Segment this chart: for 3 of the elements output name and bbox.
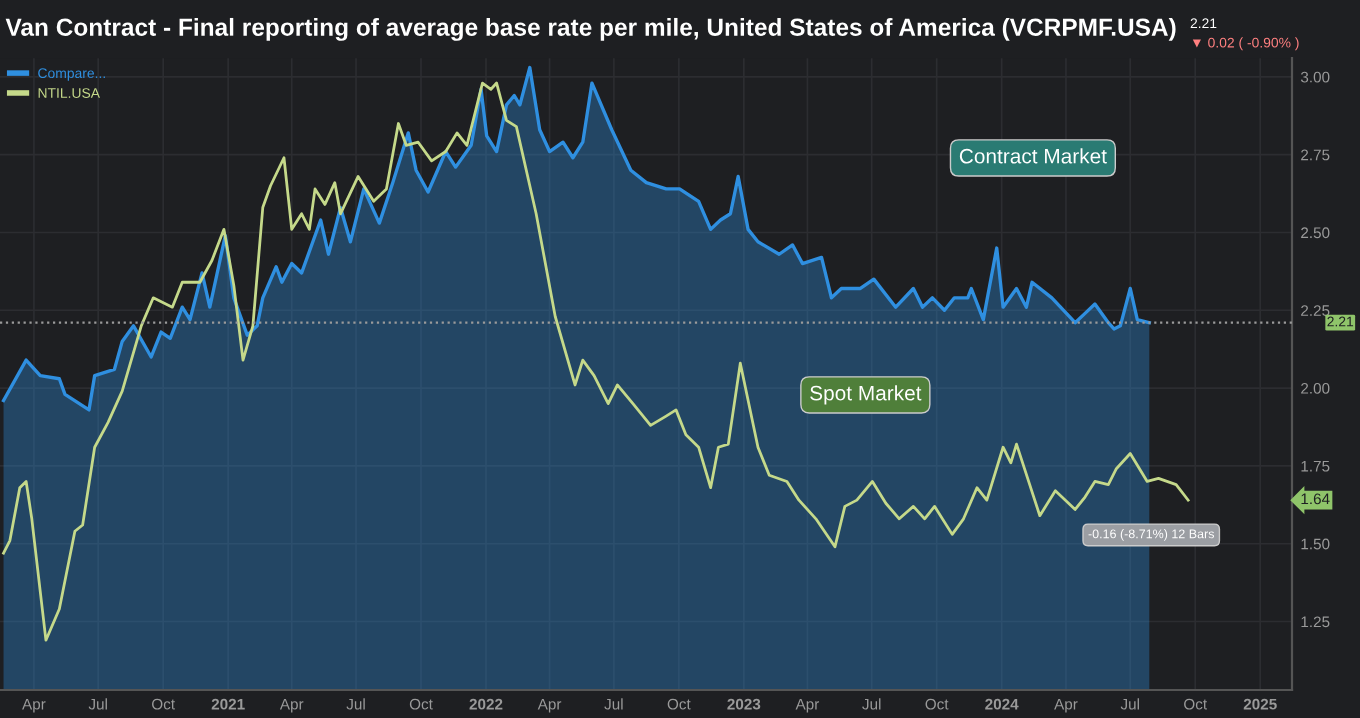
annotation: Contract Market [959,148,1107,164]
annotation: Spot Market [810,385,922,405]
chart-title: Van Contract - Final reporting of average base rate per mile, United States of America (VCRPMF.USA) [5,17,1176,41]
